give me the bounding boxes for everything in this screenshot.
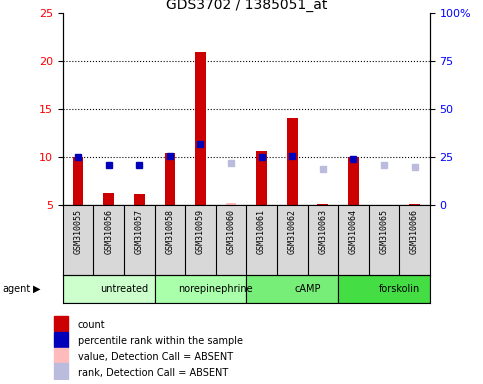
Text: GSM310066: GSM310066: [410, 209, 419, 254]
Bar: [246, 275, 338, 303]
Text: GSM310056: GSM310056: [104, 209, 113, 254]
Text: rank, Detection Call = ABSENT: rank, Detection Call = ABSENT: [78, 367, 228, 377]
Text: GSM310057: GSM310057: [135, 209, 144, 254]
Text: GSM310061: GSM310061: [257, 209, 266, 254]
Bar: [348, 157, 359, 205]
Text: GSM310063: GSM310063: [318, 209, 327, 254]
Bar: [73, 157, 84, 205]
Bar: [54, 363, 68, 379]
Bar: [338, 275, 430, 303]
Text: GSM310059: GSM310059: [196, 209, 205, 254]
Bar: [287, 118, 298, 205]
Text: GSM310055: GSM310055: [73, 209, 83, 254]
Text: GSM310064: GSM310064: [349, 209, 358, 254]
Text: GSM310065: GSM310065: [380, 209, 388, 254]
Text: value, Detection Call = ABSENT: value, Detection Call = ABSENT: [78, 352, 233, 362]
Bar: [54, 332, 68, 347]
Bar: [63, 275, 155, 303]
Text: cAMP: cAMP: [294, 284, 321, 294]
Text: GSM310062: GSM310062: [288, 209, 297, 254]
Bar: [54, 348, 68, 363]
Bar: [155, 275, 246, 303]
Bar: [256, 151, 267, 205]
Text: forskolin: forskolin: [379, 284, 420, 294]
Text: untreated: untreated: [100, 284, 148, 294]
Bar: [409, 204, 420, 205]
Text: count: count: [78, 320, 105, 330]
Text: percentile rank within the sample: percentile rank within the sample: [78, 336, 243, 346]
Title: GDS3702 / 1385051_at: GDS3702 / 1385051_at: [166, 0, 327, 12]
Text: ▶: ▶: [33, 284, 41, 294]
Bar: [226, 203, 236, 205]
Text: agent: agent: [2, 284, 30, 294]
Bar: [195, 52, 206, 205]
Text: norepinephrine: norepinephrine: [178, 284, 253, 294]
Bar: [165, 152, 175, 205]
Bar: [103, 193, 114, 205]
Bar: [317, 204, 328, 205]
Bar: [54, 316, 68, 331]
Text: GSM310058: GSM310058: [165, 209, 174, 254]
Text: GSM310060: GSM310060: [227, 209, 236, 254]
Bar: [134, 194, 144, 205]
